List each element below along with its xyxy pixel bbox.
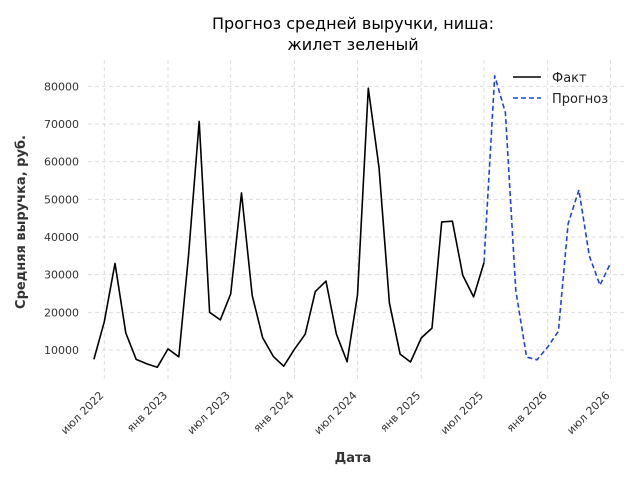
y-tick-label: 40000 xyxy=(44,231,79,244)
y-tick-label: 20000 xyxy=(44,306,79,319)
y-axis-label: Средняя выручка, руб. xyxy=(14,135,29,309)
y-tick-label: 10000 xyxy=(44,344,79,357)
x-tick-label: июл 2026 xyxy=(564,389,612,437)
chart-title-line-1: Прогноз средней выручки, ниша: xyxy=(212,14,494,33)
x-axis-label: Дата xyxy=(335,451,372,466)
x-tick-labels: июл 2022 янв 2023 июл 2023 янв 2024 июл 2024… xyxy=(58,389,612,437)
series-line-forecast xyxy=(483,75,612,361)
x-tick-label: июл 2022 xyxy=(58,389,106,437)
y-tick-label: 60000 xyxy=(44,156,79,169)
y-tick-label: 70000 xyxy=(44,118,79,131)
x-tick-label: июл 2023 xyxy=(185,389,233,437)
legend: Факт Прогноз xyxy=(513,71,608,107)
x-tick-label: янв 2023 xyxy=(124,389,170,435)
legend-label-fact: Факт xyxy=(552,71,587,86)
y-tick-label: 50000 xyxy=(44,193,79,206)
x-tick-label: янв 2025 xyxy=(378,389,424,435)
grid xyxy=(88,60,626,382)
y-tick-label: 80000 xyxy=(44,80,79,93)
y-tick-label: 30000 xyxy=(44,269,79,282)
series-line-fact xyxy=(93,87,485,369)
x-tick-label: июл 2024 xyxy=(312,389,360,437)
x-tick-label: янв 2024 xyxy=(251,389,297,435)
y-tick-labels: 10000 20000 30000 40000 50000 60000 70000 80000 xyxy=(44,80,79,357)
legend-label-forecast: Прогноз xyxy=(552,92,608,107)
chart-title-line-2: жилет зеленый xyxy=(287,35,418,54)
x-tick-label: янв 2026 xyxy=(504,389,550,435)
x-tick-label: июл 2025 xyxy=(438,389,486,437)
series-lines xyxy=(93,75,612,369)
